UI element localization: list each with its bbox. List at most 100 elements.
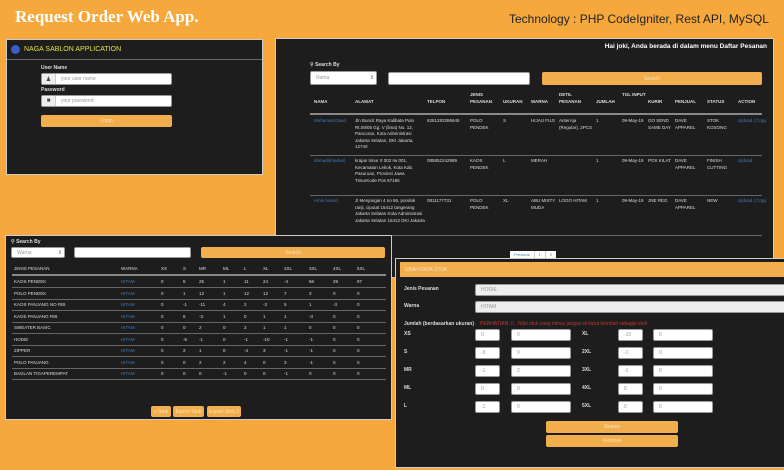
warna-link[interactable]: HITAM xyxy=(121,313,135,319)
pagination-page-1[interactable]: 1 xyxy=(535,251,546,258)
table-cell: GO SEND SAME DAY xyxy=(648,118,671,130)
warna-link[interactable]: HITAM xyxy=(121,336,135,342)
warna-link[interactable]: HITAM xyxy=(121,359,135,365)
table-cell: -1 xyxy=(284,371,289,376)
table-cell: 5 xyxy=(183,279,186,284)
chevron-down-icon: ⇕ xyxy=(57,249,62,256)
size-stock-input[interactable]: -1 xyxy=(475,401,500,413)
search-by-select[interactable]: Nama ⇕ xyxy=(310,71,377,85)
table-cell: 0811177731 xyxy=(427,198,452,203)
action-links[interactable]: Upload | Copy xyxy=(738,118,767,123)
size-add-input[interactable]: 0 xyxy=(653,347,713,359)
action-links[interactable]: Upload xyxy=(738,158,753,163)
size-stock-input[interactable]: -10 xyxy=(618,329,643,341)
table-cell: 0 xyxy=(333,325,336,330)
table-cell: S xyxy=(503,118,507,123)
size-stock-input[interactable]: -1 xyxy=(475,365,500,377)
stock-search-button[interactable]: Search xyxy=(201,247,385,258)
table-cell: 1 xyxy=(596,198,599,203)
table-cell: 0 xyxy=(244,371,247,376)
search-by-text: Search By xyxy=(16,239,41,245)
back-button[interactable]: Kembali xyxy=(546,435,678,447)
column-header: 3XL xyxy=(309,266,318,271)
size-add-input[interactable]: 0 xyxy=(653,401,713,413)
table-cell: -1 xyxy=(199,336,204,342)
customer-name-link[interactable]: Amin hamid xyxy=(314,198,338,203)
stock-table: JENIS PESANAN WARNA XS S MR ML L XL 2XL 3XL 4XL 5XL… xyxy=(6,236,391,419)
table-cell: AnterAja (Regular), 2PCS xyxy=(559,118,593,130)
search-button[interactable]: Search xyxy=(542,72,762,85)
column-header: MR xyxy=(199,266,206,271)
username-field[interactable]: ♟ your user name xyxy=(41,73,172,85)
size-label: 5XL xyxy=(582,403,592,409)
table-cell: 0 xyxy=(161,325,164,330)
table-cell: DAVE APPAREL xyxy=(675,158,696,170)
row-divider xyxy=(12,298,386,300)
size-stock-input[interactable]: -5 xyxy=(475,347,500,359)
customer-name-link[interactable]: ahmadi(madun) xyxy=(314,158,346,163)
pagination-previous[interactable]: Previous xyxy=(510,251,535,258)
size-add-input[interactable]: 0 xyxy=(653,383,713,395)
warna-link[interactable]: HITAM xyxy=(121,302,135,307)
table-cell: -1 xyxy=(244,336,249,342)
size-label: MR xyxy=(404,367,412,373)
jenis-field[interactable]: HODIE xyxy=(475,284,784,296)
export-stock-button[interactable]: Export Stok xyxy=(173,406,204,417)
table-cell: 0 xyxy=(333,348,336,353)
password-field[interactable]: ■ your password xyxy=(41,95,172,107)
table-cell: 0 xyxy=(357,359,360,365)
size-stock-input[interactable]: 0 xyxy=(618,383,643,395)
login-button[interactable]: Login xyxy=(41,115,172,127)
table-cell: 0 xyxy=(333,290,336,296)
row-divider xyxy=(12,310,386,311)
table-cell: 4 xyxy=(244,359,247,365)
search-input[interactable] xyxy=(388,72,530,85)
size-stock-input[interactable]: 0 xyxy=(618,401,643,413)
column-header: L xyxy=(244,266,247,271)
size-label: XL xyxy=(582,331,589,337)
size-add-input[interactable]: 2 xyxy=(511,365,571,377)
row-divider xyxy=(12,333,386,334)
customer-name-link[interactable]: Mohamad Daud xyxy=(314,118,347,123)
table-cell: STOK KOSONG xyxy=(707,118,727,130)
orders-table: NAMA ALAMAT TELPON JENIS PESANAN UKURAN WARNA… xyxy=(276,39,773,277)
table-cell: 12 xyxy=(199,290,205,296)
column-header: ALAMAT xyxy=(355,99,374,104)
warna-link[interactable]: HITAM xyxy=(121,325,135,330)
size-add-input[interactable]: 0 xyxy=(653,329,713,341)
size-add-input[interactable]: 0 xyxy=(653,365,713,377)
column-header: STATUS xyxy=(707,99,725,104)
column-header: ACTION xyxy=(738,99,756,104)
warna-link[interactable]: HITAM xyxy=(121,371,135,376)
warna-link[interactable]: HITAM xyxy=(121,348,135,353)
export-stock-2-button[interactable]: Export Stok 2 xyxy=(207,406,241,417)
username-label: User Name xyxy=(41,65,68,71)
stock-search-by-select[interactable]: Warna ⇕ xyxy=(11,247,65,258)
search-by-label: ⚲ Search By xyxy=(310,62,340,68)
size-stock-input[interactable]: -1 xyxy=(618,347,643,359)
add-stock-button[interactable]: + Stok xyxy=(151,406,171,417)
size-stock-input[interactable]: 0 xyxy=(475,329,500,341)
pagination: Previous 1 2 xyxy=(510,251,557,258)
stock-search-input[interactable] xyxy=(74,247,191,258)
table-cell: 7 xyxy=(284,290,287,296)
save-button[interactable]: Simpan xyxy=(546,421,678,433)
table-cell: 0 xyxy=(161,313,164,319)
pagination-page-2[interactable]: 2 xyxy=(549,252,553,257)
table-cell: 0 xyxy=(357,371,360,376)
warna-field[interactable]: HITAM xyxy=(475,301,784,313)
size-stock-input[interactable]: 0 xyxy=(475,383,500,395)
table-cell: 0 xyxy=(161,359,164,365)
search-icon: ⚲ xyxy=(11,239,17,245)
size-add-input[interactable]: 0 xyxy=(511,347,571,359)
size-add-input[interactable]: 0 xyxy=(511,329,571,341)
size-add-input[interactable]: 0 xyxy=(511,401,571,413)
warna-link[interactable]: HITAM xyxy=(121,279,135,284)
warna-link[interactable]: HITAM xyxy=(121,290,135,296)
size-add-input[interactable]: 0 xyxy=(511,383,571,395)
column-header: 2XL xyxy=(284,266,293,271)
size-stock-input[interactable]: -1 xyxy=(618,365,643,377)
table-cell: POLO PENDEK xyxy=(14,290,47,296)
table-cell: 3 xyxy=(284,359,287,365)
action-links[interactable]: Upload | Copy xyxy=(738,198,767,203)
